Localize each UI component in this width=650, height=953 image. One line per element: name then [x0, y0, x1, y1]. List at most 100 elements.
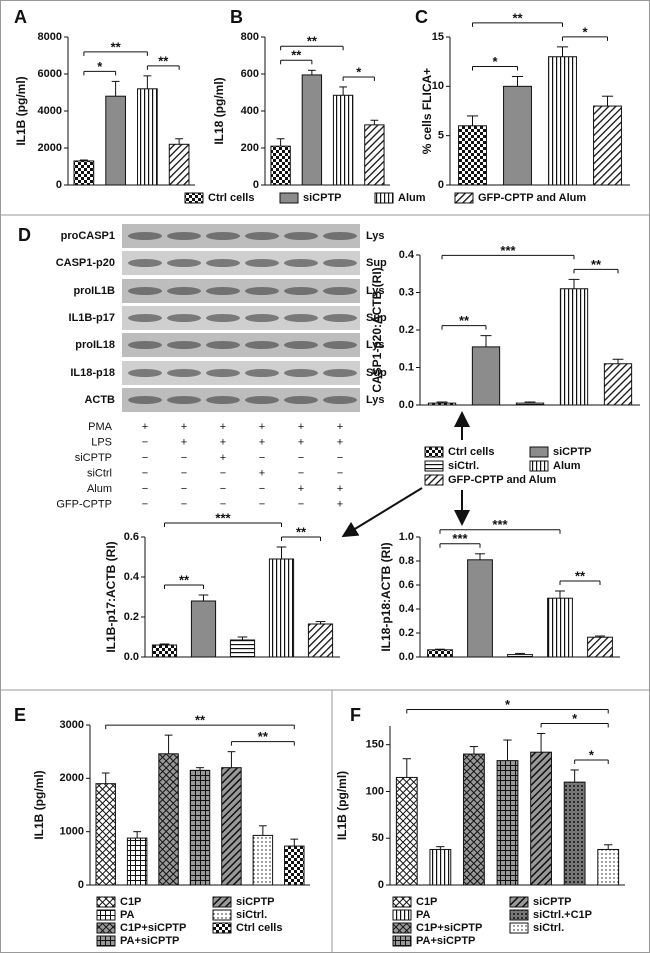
y-axis-label: IL18 (pg/ml)	[212, 77, 226, 144]
legend-label: siCPTP	[236, 896, 275, 908]
condition-label: LPS	[91, 436, 112, 448]
bar	[563, 781, 586, 886]
blot-band	[284, 287, 318, 295]
legend-swatch	[529, 446, 549, 458]
bar	[158, 753, 179, 886]
blot-band	[128, 287, 162, 295]
blot-band	[206, 232, 240, 240]
bar	[221, 767, 242, 886]
condition-sign: +	[259, 436, 265, 448]
y-tick-label: 0.6	[399, 579, 414, 591]
legend-swatch	[509, 896, 529, 908]
y-tick-label: 0.0	[399, 651, 414, 663]
condition-sign: −	[142, 436, 148, 448]
condition-label: PMA	[88, 421, 113, 433]
y-tick-label: 0	[378, 879, 384, 891]
condition-label: Alum	[87, 483, 112, 495]
bar	[168, 143, 190, 186]
bar	[395, 776, 418, 886]
legend-label: PA+siCPTP	[416, 935, 475, 947]
y-tick-label: 1000	[60, 826, 84, 838]
blot-band	[206, 369, 240, 377]
y-tick-label: 5	[438, 130, 444, 142]
legend-label: C1P	[416, 896, 437, 908]
y-tick-label: 150	[366, 739, 384, 751]
legend-swatch	[424, 474, 444, 486]
bar	[515, 402, 545, 406]
significance: *	[505, 697, 511, 712]
blot-band	[245, 396, 279, 404]
significance: **	[111, 39, 122, 54]
condition-sign: +	[337, 436, 343, 448]
blot-band	[245, 341, 279, 349]
bar	[105, 95, 126, 186]
condition-sign: +	[298, 421, 304, 433]
legend-swatch	[424, 446, 444, 458]
panel-letter: A	[14, 7, 27, 27]
blot-band	[167, 287, 201, 295]
legend-swatch	[212, 909, 232, 921]
legend-swatch	[529, 460, 549, 472]
y-tick-label: 2000	[38, 142, 62, 154]
blot-fraction: Sup	[366, 312, 387, 324]
significance: ***	[492, 517, 508, 532]
condition-sign: −	[259, 483, 265, 495]
legend-label: PA	[416, 909, 431, 921]
y-tick-label: 8000	[38, 31, 62, 43]
condition-label: GFP-CPTP	[56, 498, 112, 510]
legend-label: siCPTP	[303, 192, 342, 204]
y-tick-label: 4000	[38, 105, 62, 117]
blot-band	[284, 314, 318, 322]
blot-band	[128, 259, 162, 267]
y-axis-label: IL1B (pg/ml)	[32, 770, 46, 839]
significance: ***	[500, 243, 516, 258]
y-tick-label: 50	[372, 832, 384, 844]
significance: *	[492, 54, 498, 69]
legend-label: Ctrl cells	[236, 922, 282, 934]
significance: ***	[452, 531, 468, 546]
y-tick-label: 800	[241, 31, 259, 43]
bar	[189, 769, 211, 886]
condition-sign: −	[259, 498, 265, 510]
bar	[597, 848, 620, 886]
y-tick-label: 200	[241, 142, 259, 154]
y-axis-label: IL18-p18:ACTB (RI)	[379, 542, 393, 651]
condition-sign: +	[220, 452, 226, 464]
condition-sign: −	[220, 483, 226, 495]
panel-letter: F	[350, 705, 361, 725]
blot-fraction: Lys	[366, 230, 385, 242]
y-tick-label: 0.0	[399, 399, 414, 411]
blot-band	[245, 314, 279, 322]
blot-fraction: Sup	[366, 257, 387, 269]
blot-band	[323, 232, 357, 240]
blot-band	[323, 314, 357, 322]
blot-band	[284, 341, 318, 349]
y-tick-label: 400	[241, 105, 259, 117]
condition-sign: +	[181, 421, 187, 433]
y-tick-label: 600	[241, 68, 259, 80]
condition-sign: −	[259, 452, 265, 464]
blot-label: ACTB	[84, 394, 115, 406]
condition-sign: +	[259, 421, 265, 433]
bar	[252, 834, 274, 886]
significance: **	[179, 572, 190, 587]
y-tick-label: 0.3	[399, 286, 414, 298]
blot-band	[284, 259, 318, 267]
y-axis-label: IL1B (pg/ml)	[14, 76, 28, 145]
y-tick-label: 1.0	[399, 531, 414, 543]
y-tick-label: 100	[366, 785, 384, 797]
legend-label: C1P	[120, 896, 141, 908]
bar	[427, 649, 453, 658]
bar	[467, 559, 493, 658]
legend-swatch	[212, 896, 232, 908]
blot-band	[284, 369, 318, 377]
condition-sign: −	[220, 467, 226, 479]
significance: **	[591, 257, 602, 272]
bar	[548, 56, 577, 186]
blot-band	[128, 314, 162, 322]
blot-label: IL18-p18	[70, 367, 115, 379]
bar	[126, 837, 148, 886]
y-tick-label: 0.2	[124, 611, 139, 623]
bar	[284, 845, 305, 886]
